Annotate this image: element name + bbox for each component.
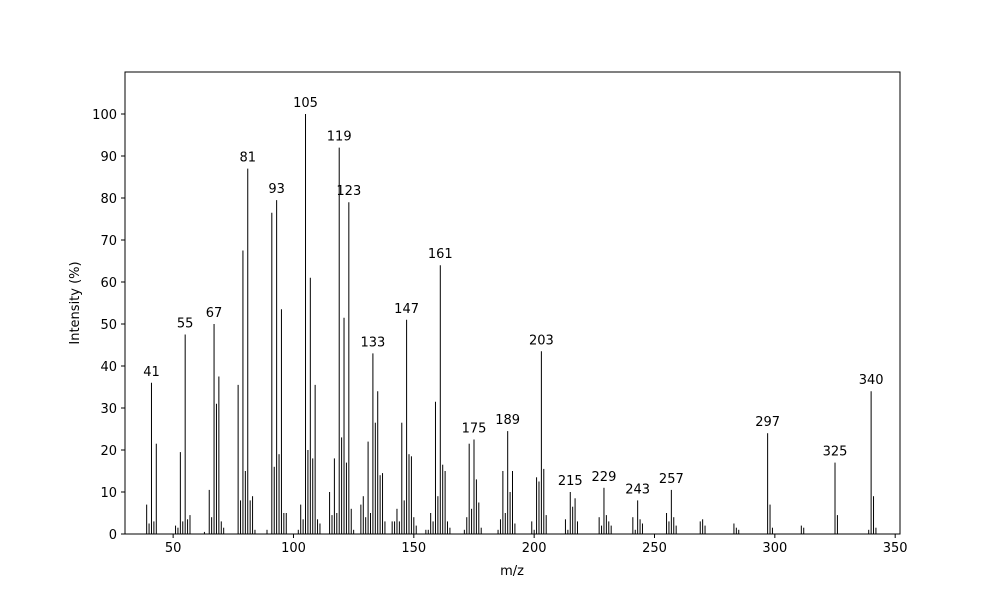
y-tick-label: 20 <box>100 444 117 459</box>
y-tick-label: 70 <box>100 234 117 249</box>
peak-label: 147 <box>394 302 419 317</box>
y-tick-label: 10 <box>100 486 117 501</box>
peak-label: 67 <box>206 306 223 321</box>
x-tick-label: 50 <box>165 541 182 556</box>
y-axis-label: Intensity (%) <box>68 261 83 344</box>
peak-label: 93 <box>268 182 285 197</box>
peak-label: 119 <box>327 130 352 145</box>
plot-frame <box>124 71 901 535</box>
x-tick-label: 150 <box>401 541 426 556</box>
y-tick-label: 40 <box>100 360 117 375</box>
peak-label: 325 <box>823 445 848 460</box>
x-tick-label: 350 <box>883 541 908 556</box>
peak-label: 243 <box>625 482 650 497</box>
x-axis-label: m/z <box>500 564 524 579</box>
y-tick-label: 90 <box>100 150 117 165</box>
peak-label: 229 <box>592 470 617 485</box>
x-tick-label: 200 <box>522 541 547 556</box>
peak-label: 203 <box>529 333 554 348</box>
y-tick-label: 80 <box>100 192 117 207</box>
peak-label: 215 <box>558 474 583 489</box>
peak-label: 189 <box>495 413 520 428</box>
x-tick-label: 250 <box>642 541 667 556</box>
x-tick-label: 100 <box>281 541 306 556</box>
peak-label: 297 <box>755 415 780 430</box>
peak-label: 257 <box>659 472 684 487</box>
peak-label: 133 <box>360 335 385 350</box>
x-tick-label: 300 <box>762 541 787 556</box>
peak-label: 55 <box>177 317 194 332</box>
peak-label: 105 <box>293 96 318 111</box>
peak-label: 41 <box>143 365 160 380</box>
y-tick-label: 100 <box>92 108 117 123</box>
peak-label: 161 <box>428 247 453 262</box>
y-tick-label: 30 <box>100 402 117 417</box>
peak-label: 175 <box>462 422 487 437</box>
peak-label: 81 <box>239 151 256 166</box>
y-tick-label: 0 <box>109 528 117 543</box>
y-tick-label: 60 <box>100 276 117 291</box>
peak-label: 123 <box>336 184 361 199</box>
peak-label: 340 <box>859 373 884 388</box>
y-tick-label: 50 <box>100 318 117 333</box>
